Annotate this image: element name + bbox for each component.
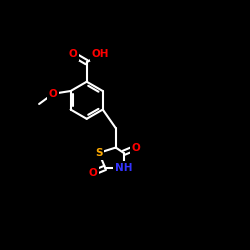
Text: O: O [132,142,141,152]
Text: O: O [49,89,58,99]
Text: S: S [95,148,103,158]
Text: NH: NH [115,163,132,173]
Text: O: O [88,168,97,178]
Text: OH: OH [91,50,109,59]
Text: O: O [69,50,78,59]
